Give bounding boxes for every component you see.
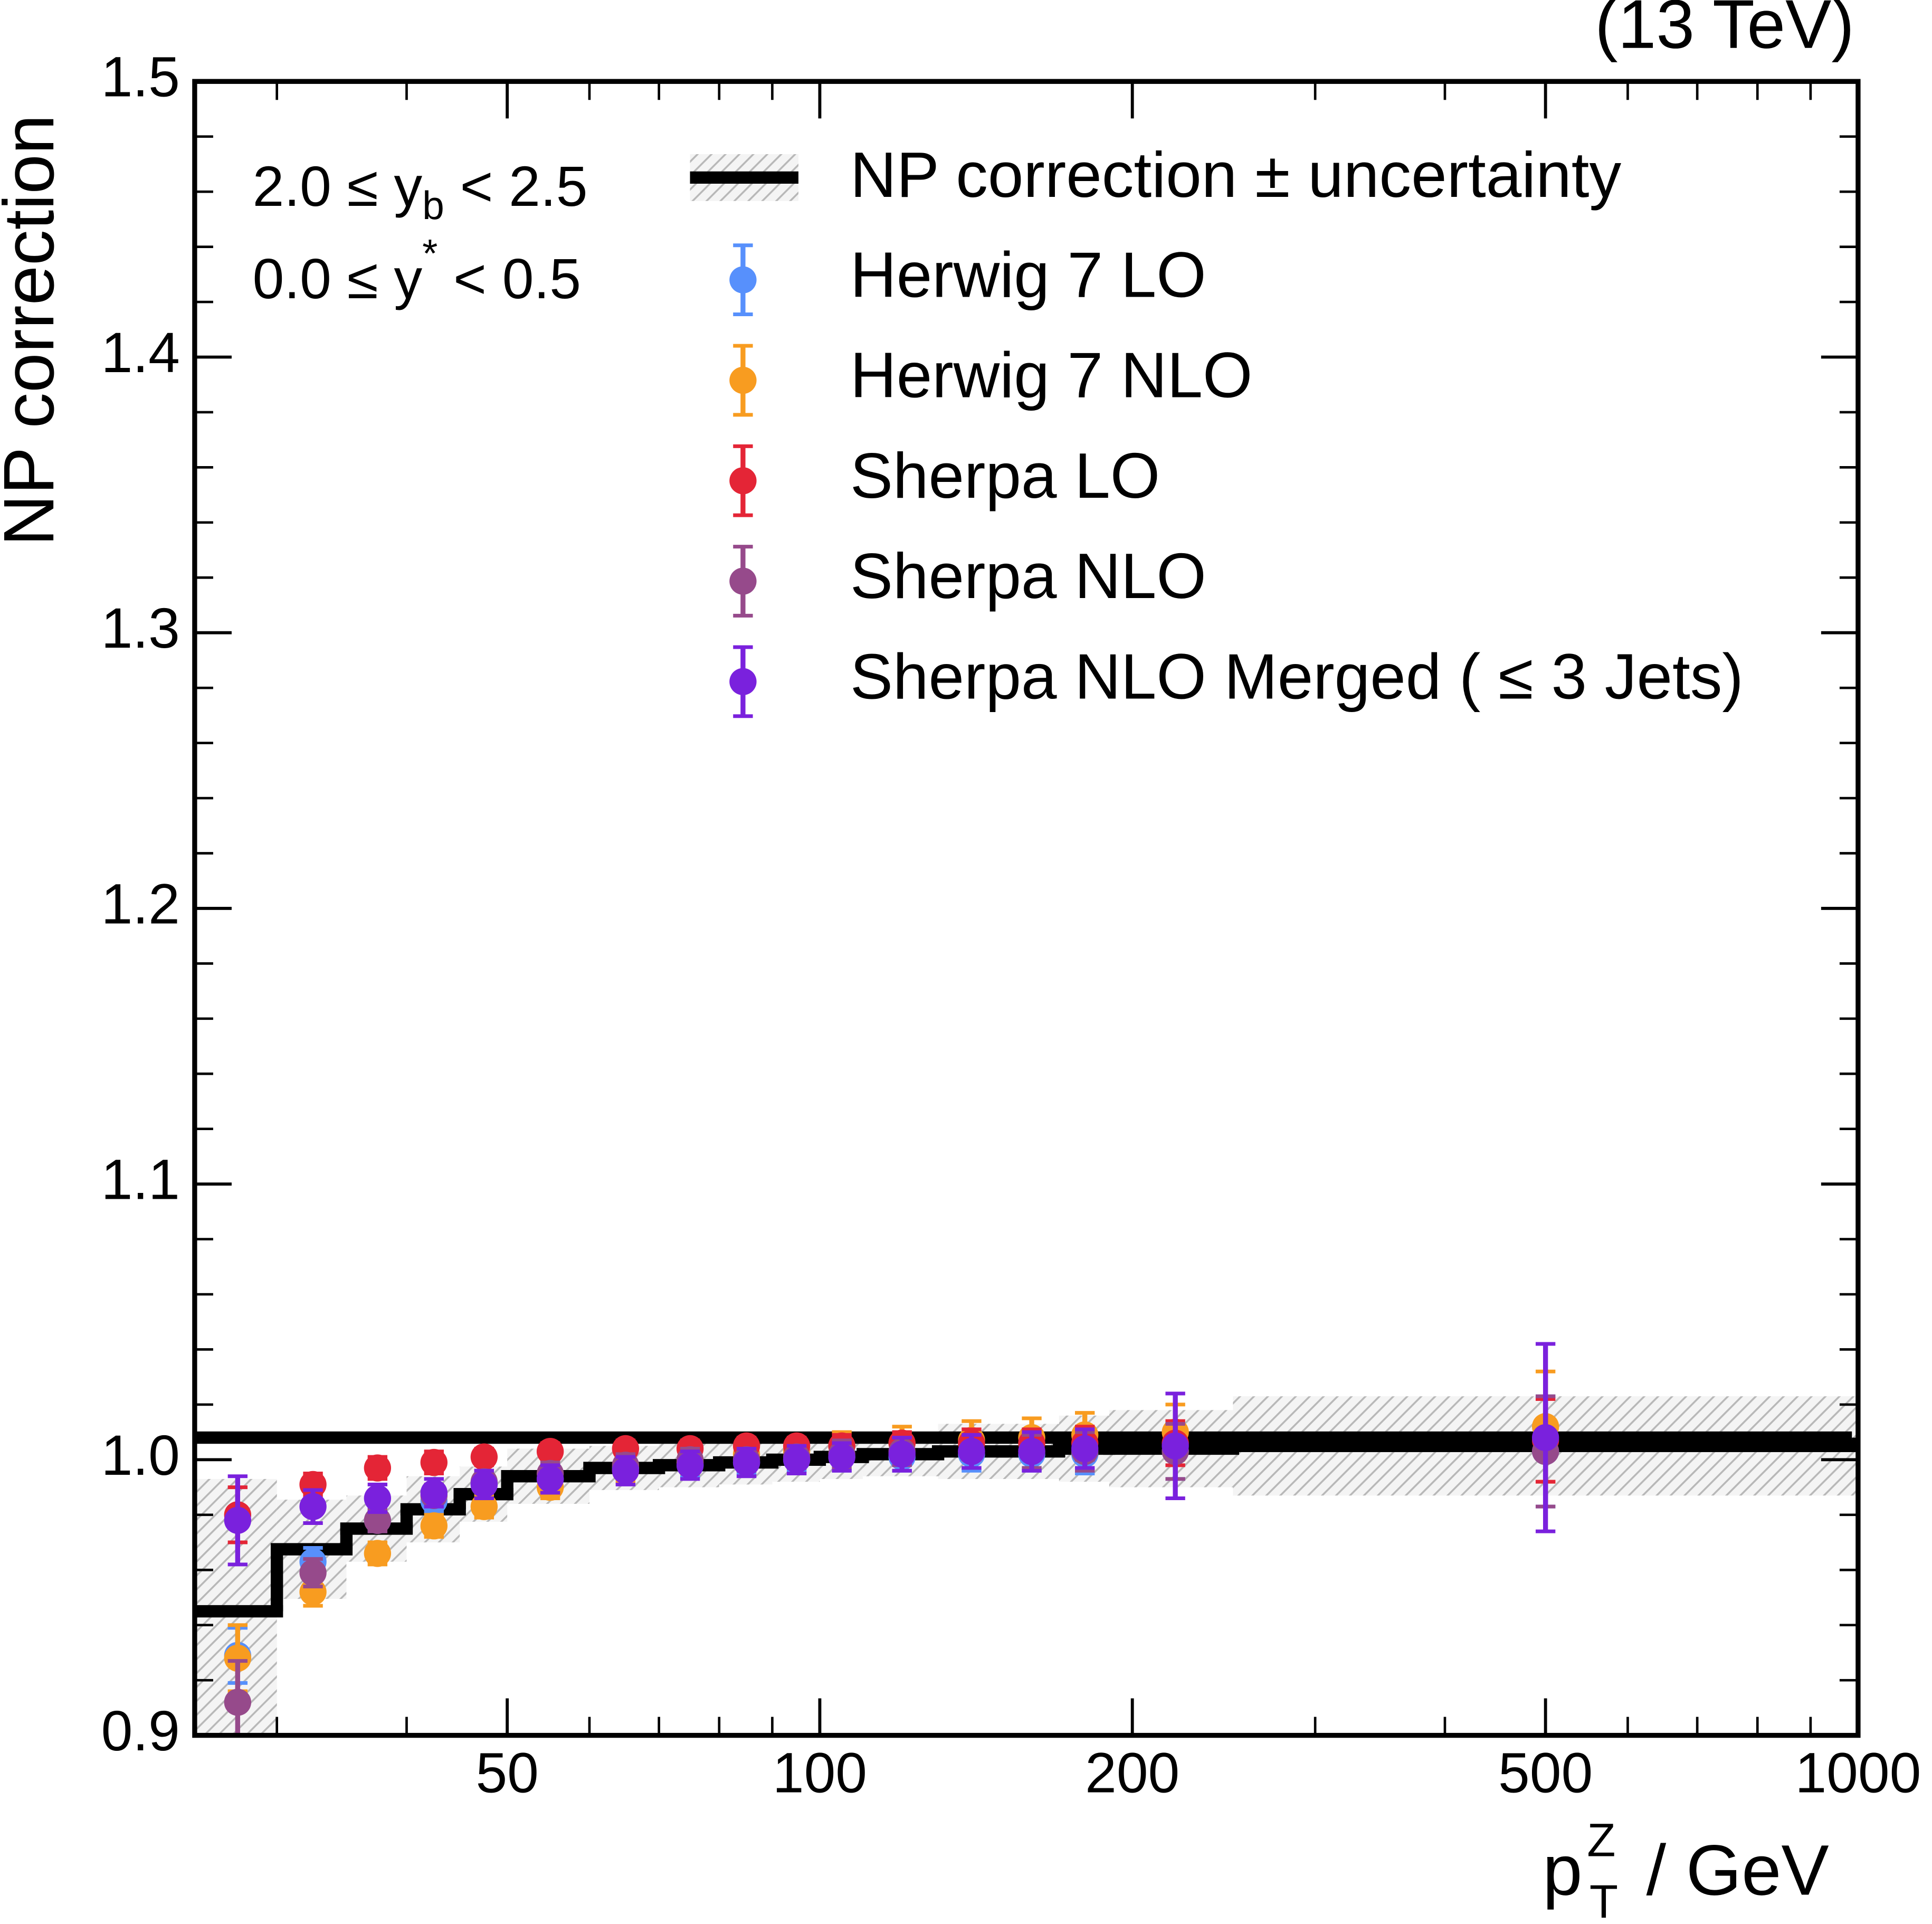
data-point — [364, 1454, 392, 1482]
x-axis-label-sup: Z — [1587, 1814, 1615, 1866]
annotation-text: < 2.5 — [444, 155, 588, 218]
x-tick-label: 500 — [1498, 1741, 1593, 1804]
x-tick-label: 50 — [475, 1741, 538, 1804]
marker — [732, 1448, 760, 1476]
data-point — [299, 1488, 327, 1525]
data-point — [536, 1463, 564, 1495]
legend-marker — [729, 366, 757, 394]
marker — [470, 1471, 498, 1499]
marker — [828, 1443, 855, 1471]
legend-marker — [729, 467, 757, 495]
x-axis-label-unit: / GeV — [1626, 1830, 1829, 1910]
legend-marker — [729, 567, 757, 595]
marker — [420, 1479, 448, 1506]
marker — [420, 1448, 448, 1476]
marker — [420, 1512, 448, 1540]
data-point — [470, 1468, 498, 1500]
data-point — [224, 1474, 252, 1567]
legend-marker — [729, 266, 757, 293]
data-point — [1018, 1430, 1045, 1473]
marker — [1018, 1438, 1045, 1465]
data-point — [888, 1436, 916, 1473]
annotation-text: < 0.5 — [437, 248, 581, 311]
y-tick-label: 1.0 — [101, 1424, 180, 1487]
marker — [224, 1506, 252, 1534]
marker — [364, 1454, 392, 1482]
data-point — [732, 1446, 760, 1478]
x-axis-label-sub: T — [1590, 1875, 1618, 1924]
data-point — [364, 1540, 392, 1567]
annotation-sub: b — [422, 183, 444, 227]
marker — [1162, 1432, 1189, 1459]
marker — [224, 1644, 252, 1672]
marker — [364, 1540, 392, 1567]
marker — [470, 1443, 498, 1471]
y-tick-label: 0.9 — [101, 1699, 180, 1762]
data-point — [1071, 1427, 1099, 1470]
data-point — [676, 1449, 704, 1481]
annotation-text: 2.0 ≤ y — [253, 155, 423, 218]
data-point — [420, 1477, 448, 1509]
annotation: 0.0 ≤ y* < 0.5 — [253, 231, 581, 311]
x-tick-label: 200 — [1085, 1741, 1179, 1804]
data-point — [364, 1482, 392, 1514]
marker — [1531, 1424, 1559, 1452]
data-point — [420, 1512, 448, 1540]
legend-label: Sherpa NLO — [850, 540, 1206, 612]
data-point — [224, 1659, 252, 1736]
marker — [888, 1440, 916, 1468]
legend-label: Sherpa NLO Merged ( ≤ 3 Jets) — [850, 640, 1744, 712]
y-tick-label: 1.5 — [101, 45, 180, 109]
data-point — [299, 1557, 327, 1589]
x-tick-label: 1000 — [1795, 1741, 1921, 1804]
legend-label: NP correction ± uncertainty — [850, 139, 1621, 211]
data-point — [1162, 1391, 1189, 1500]
marker — [364, 1484, 392, 1512]
marker — [536, 1465, 564, 1493]
x-tick-label: 100 — [773, 1741, 867, 1804]
marker — [612, 1457, 640, 1484]
data-point — [783, 1444, 811, 1475]
data-point — [612, 1455, 640, 1486]
y-tick-label: 1.3 — [101, 596, 180, 660]
y-axis-label: NP correction — [0, 115, 69, 546]
legend-marker — [729, 668, 757, 696]
x-axis-label: p — [1543, 1830, 1582, 1910]
data-point — [420, 1448, 448, 1476]
data-point — [958, 1433, 985, 1470]
data-point — [828, 1441, 855, 1473]
marker — [536, 1438, 564, 1465]
marker — [224, 1689, 252, 1716]
marker — [958, 1438, 985, 1465]
annotation: 2.0 ≤ yb < 2.5 — [253, 155, 588, 227]
chart-title: (13 TeV) — [1595, 0, 1854, 63]
y-tick-label: 1.2 — [101, 872, 180, 935]
marker — [299, 1559, 327, 1587]
data-point — [470, 1443, 498, 1471]
legend-label: Herwig 7 LO — [850, 239, 1206, 310]
marker — [299, 1493, 327, 1520]
legend-label: Sherpa LO — [850, 440, 1160, 511]
annotation-text: 0.0 ≤ y — [253, 248, 423, 311]
data-point — [1531, 1342, 1559, 1533]
y-tick-label: 1.1 — [101, 1148, 180, 1211]
data-point — [536, 1438, 564, 1465]
plot-area — [194, 1342, 1858, 1736]
annotation-sup: * — [422, 231, 437, 276]
marker — [676, 1452, 704, 1479]
marker — [1071, 1435, 1099, 1463]
legend-label: Herwig 7 NLO — [850, 339, 1252, 411]
marker — [783, 1446, 811, 1474]
y-tick-label: 1.4 — [101, 321, 180, 384]
